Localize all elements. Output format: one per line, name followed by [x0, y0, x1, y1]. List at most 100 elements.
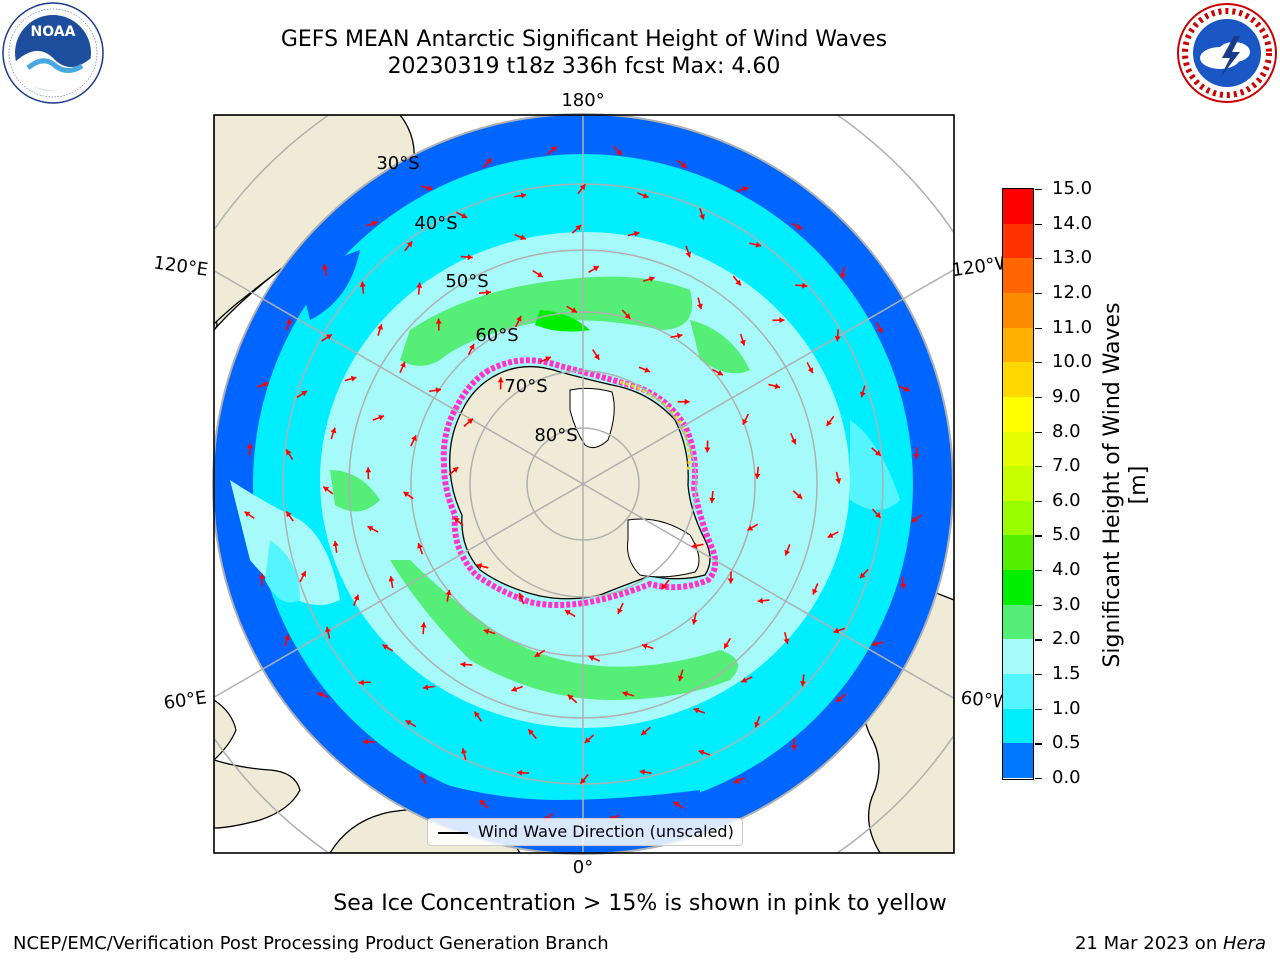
legend-label: Wind Wave Direction (unscaled) — [478, 822, 734, 841]
wave-direction-arrowhead — [735, 279, 741, 286]
wave-direction-arrowhead — [301, 390, 308, 397]
colorbar-segment — [1003, 396, 1033, 433]
wave-direction-arrowhead — [511, 686, 518, 692]
wave-direction-arrowhead — [426, 185, 433, 191]
wave-direction-arrowhead — [518, 592, 524, 599]
ross-ice-shelf — [569, 387, 615, 449]
colorbar-tick-label: 0.0 — [1052, 767, 1081, 788]
wave-direction-arrowhead — [420, 622, 427, 628]
lat-label-70s: 70°S — [504, 376, 547, 397]
wave-direction-arrowhead — [476, 563, 483, 569]
wave-direction-arrowhead — [704, 447, 711, 453]
wave-direction-arrowhead — [796, 493, 803, 499]
wave-direction-arrowhead — [859, 391, 866, 398]
wave-direction-arrowhead — [358, 679, 364, 686]
wave-direction-arrowhead — [363, 738, 369, 745]
wave-direction-arrowhead — [622, 691, 629, 697]
wave-direction-arrowhead — [365, 467, 372, 473]
wave-direction-arrowhead — [517, 769, 523, 776]
colorbar-tick-label: 14.0 — [1052, 212, 1093, 234]
colorbar-tick-label: 1.5 — [1052, 663, 1081, 685]
wave-direction-arrowhead — [588, 655, 595, 661]
colorbar-tick-mark — [1035, 466, 1042, 468]
footer-branch: NCEP/EMC/Verification Post Processing Pr… — [13, 933, 609, 954]
colorbar — [1002, 188, 1034, 780]
wave-direction-arrowhead — [435, 387, 442, 394]
wave-direction-arrowhead — [741, 677, 748, 683]
colorbar-segment — [1003, 292, 1033, 329]
wave-direction-arrowhead — [641, 643, 648, 650]
wave-direction-arrowhead — [420, 773, 426, 779]
wave-direction-arrowhead — [567, 694, 574, 701]
colorbar-tick-label: 15.0 — [1052, 178, 1093, 199]
colorbar-tick-label: 3.0 — [1052, 593, 1081, 615]
wave-direction-arrowhead — [571, 307, 577, 313]
africa-land — [214, 759, 301, 829]
wave-direction-arrowhead — [580, 777, 587, 784]
wave-direction-arrowhead — [461, 748, 467, 754]
wave-direction-arrowhead — [467, 254, 473, 261]
wave-direction-arrowhead — [286, 511, 292, 518]
wave-direction-arrowhead — [326, 334, 332, 340]
colorbar-tick-label: 1.0 — [1052, 697, 1081, 719]
wave-direction-arrowhead — [400, 361, 406, 368]
lon-label-180: 180° — [561, 90, 604, 111]
wave-direction-arrowhead — [497, 377, 504, 383]
wave-direction-arrowhead — [834, 336, 841, 342]
wave-direction-arrowhead — [826, 420, 832, 427]
wave-direction-arrowhead — [516, 315, 522, 322]
wave-direction-arrowhead — [537, 271, 543, 277]
wave-direction-arrowhead — [783, 638, 790, 644]
wave-direction-arrowhead — [474, 711, 480, 718]
wave-direction-arrowhead — [774, 383, 781, 390]
colorbar-segment — [1003, 743, 1033, 779]
colorbar-tick-mark — [1035, 362, 1042, 364]
wave-direction-arrowhead — [642, 192, 649, 199]
wave-direction-arrowhead — [836, 696, 842, 702]
footer-date-text: 21 Mar 2023 on — [1074, 933, 1223, 954]
lon-label-60e: 60°E — [162, 687, 208, 714]
colorbar-tick-mark — [1035, 604, 1042, 606]
wave-direction-arrowhead — [691, 619, 698, 625]
colorbar-tick-mark — [1035, 570, 1042, 572]
wave-direction-arrowhead — [691, 542, 698, 549]
wave-direction-arrowhead — [680, 162, 687, 168]
wave-direction-arrowhead — [733, 778, 740, 784]
wave-direction-arrowhead — [727, 578, 734, 584]
wave-direction-arrowhead — [877, 327, 883, 333]
colorbar-segment — [1003, 431, 1033, 467]
lon-label-0: 0° — [573, 857, 593, 878]
lat-label-60s: 60°S — [475, 325, 518, 346]
wave-direction-arrowhead — [649, 276, 655, 282]
wave-direction-arrowhead — [754, 721, 760, 728]
wave-direction-arrowhead — [839, 273, 846, 279]
colorbar-tick-label: 0.5 — [1052, 732, 1081, 754]
colorbar-tick-mark — [1035, 500, 1042, 502]
wave-direction-arrowhead — [528, 729, 534, 736]
wave-direction-arrowhead — [661, 583, 668, 590]
wave-direction-arrowhead — [903, 386, 910, 392]
wave-direction-arrowhead — [371, 220, 378, 227]
wave-direction-arrowhead — [796, 223, 803, 230]
colorbar-tick-mark — [1035, 535, 1042, 537]
wave-direction-arrowhead — [388, 576, 395, 582]
colorbar-tick-label: 6.0 — [1052, 489, 1081, 511]
wave-direction-arrowhead — [755, 241, 762, 248]
wave-direction-arrowhead — [913, 453, 920, 459]
wave-direction-arrowhead — [435, 318, 442, 324]
wave-direction-arrowhead — [633, 230, 640, 237]
wave-direction-arrowhead — [616, 149, 622, 156]
wave-direction-arrowhead — [644, 367, 651, 373]
wave-direction-arrowhead — [262, 381, 269, 388]
wave-direction-arrowhead — [367, 526, 374, 532]
wave-direction-arrowhead — [641, 729, 648, 736]
colorbar-segment — [1003, 189, 1033, 225]
colorbar-tick-mark — [1035, 258, 1042, 260]
wave-direction-arrowhead — [564, 610, 571, 616]
wave-direction-arrowhead — [807, 367, 814, 374]
wave-direction-arrowhead — [353, 594, 360, 601]
colorbar-tick-label: 9.0 — [1052, 385, 1081, 407]
colorbar-tick-label: 4.0 — [1052, 559, 1081, 581]
wave-direction-arrowhead — [467, 418, 473, 425]
